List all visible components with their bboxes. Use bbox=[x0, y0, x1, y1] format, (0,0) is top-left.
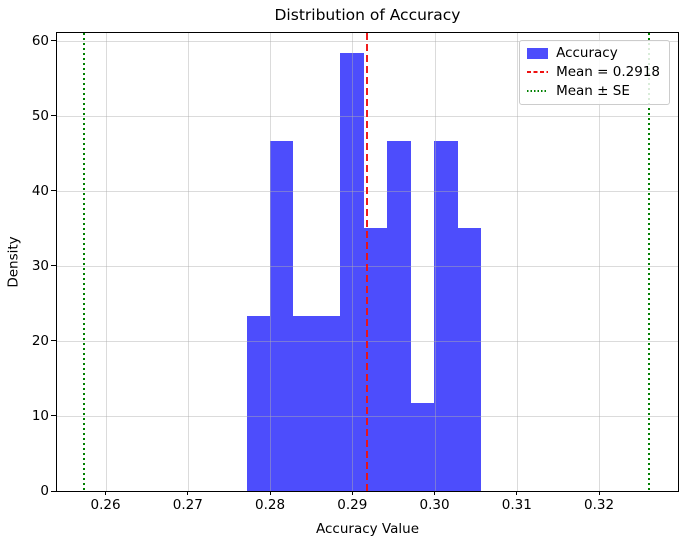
histogram-bar bbox=[410, 403, 435, 491]
y-tick-label: 20 bbox=[31, 332, 49, 349]
x-axis-label: Accuracy Value bbox=[316, 521, 419, 537]
grid-line-x bbox=[187, 33, 189, 491]
plot-area bbox=[56, 32, 679, 492]
legend-label: Mean = 0.2918 bbox=[556, 64, 660, 80]
x-tick bbox=[516, 491, 518, 495]
y-tick bbox=[51, 115, 56, 117]
legend-label: Accuracy bbox=[556, 45, 618, 61]
y-tick bbox=[51, 415, 56, 417]
x-tick bbox=[187, 491, 189, 495]
legend-item: Mean = 0.2918 bbox=[527, 64, 660, 80]
grid-line-x bbox=[599, 33, 601, 491]
legend-item: Accuracy bbox=[527, 45, 660, 61]
mean-line bbox=[366, 33, 369, 491]
y-tick bbox=[51, 490, 56, 492]
legend: Accuracy Mean = 0.2918 Mean ± SE bbox=[519, 40, 670, 105]
histogram-bar bbox=[434, 141, 458, 491]
x-tick-label: 0.31 bbox=[501, 497, 532, 513]
histogram-bar bbox=[246, 316, 271, 491]
y-tick-label: 0 bbox=[40, 483, 49, 499]
y-tick bbox=[51, 340, 56, 342]
x-tick bbox=[269, 491, 271, 495]
x-tick bbox=[598, 491, 600, 495]
legend-item: Mean ± SE bbox=[527, 83, 660, 99]
grid-line-x bbox=[352, 33, 354, 491]
histogram-bar bbox=[316, 316, 341, 491]
grid-line-x bbox=[516, 33, 518, 491]
x-tick-label: 0.27 bbox=[172, 497, 203, 513]
histogram-bar bbox=[340, 53, 364, 491]
y-tick-label: 60 bbox=[31, 32, 49, 49]
x-tick-label: 0.28 bbox=[255, 497, 286, 513]
histogram-bar bbox=[387, 141, 411, 491]
grid-line-x bbox=[105, 33, 107, 491]
histogram-bar bbox=[363, 228, 388, 491]
y-tick-label: 50 bbox=[31, 107, 49, 124]
histogram-bar bbox=[457, 228, 481, 491]
chart-title: Distribution of Accuracy bbox=[274, 6, 461, 24]
y-tick bbox=[51, 265, 56, 267]
histogram-bar bbox=[270, 141, 294, 491]
x-tick-label: 0.26 bbox=[90, 497, 121, 513]
x-tick-label: 0.29 bbox=[337, 497, 368, 513]
y-tick-label: 10 bbox=[31, 407, 49, 424]
x-tick bbox=[351, 491, 353, 495]
legend-swatch-dotted-line bbox=[527, 90, 549, 92]
y-tick bbox=[51, 190, 56, 192]
x-tick bbox=[105, 491, 107, 495]
se-line bbox=[83, 33, 85, 491]
histogram-bar bbox=[293, 316, 317, 491]
y-tick-label: 40 bbox=[31, 182, 49, 199]
x-tick-label: 0.32 bbox=[584, 497, 615, 513]
se-line bbox=[648, 33, 650, 491]
x-tick bbox=[434, 491, 436, 495]
grid-line-x bbox=[434, 33, 436, 491]
y-tick-label: 30 bbox=[31, 257, 49, 274]
legend-label: Mean ± SE bbox=[556, 83, 630, 99]
legend-swatch-patch bbox=[527, 47, 549, 59]
grid-line-x bbox=[270, 33, 272, 491]
y-tick bbox=[51, 40, 56, 41]
x-tick-label: 0.30 bbox=[419, 497, 450, 513]
legend-swatch-dashed-line bbox=[527, 71, 549, 73]
